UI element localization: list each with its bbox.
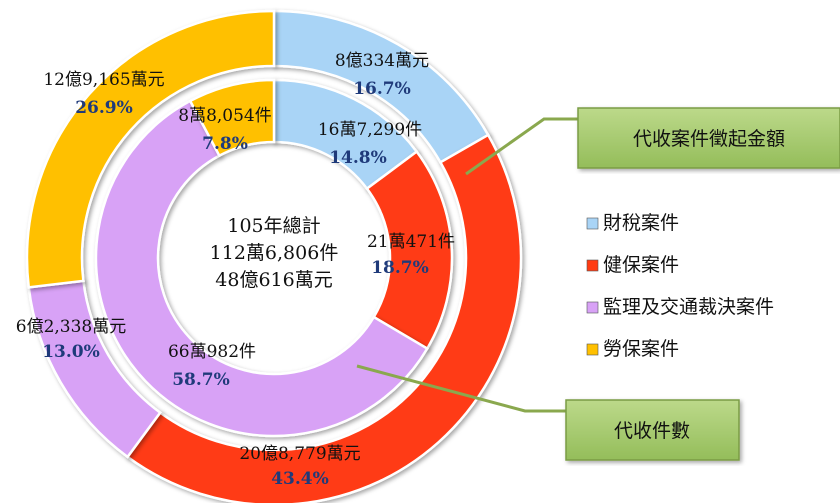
inner-slice-3 <box>94 99 429 438</box>
center-total-amount: 48億616萬元 <box>215 269 332 291</box>
legend-label-2: 健保案件 <box>603 254 679 276</box>
outer-slice-2-percent-label: 43.4% <box>271 469 329 489</box>
callout-line-amount <box>465 117 578 176</box>
outer-slice-2-value-label: 20億8,779萬元 <box>239 444 360 464</box>
inner-slice-2-value-label: 21萬471件 <box>367 232 455 252</box>
outer-slice-3-value-label: 6億2,338萬元 <box>16 317 126 337</box>
inner-slice-4-percent-label: 7.8% <box>202 134 248 154</box>
inner-slice-2-percent-label: 18.7% <box>371 258 429 278</box>
legend-swatch-4 <box>586 343 599 356</box>
inner-slice-4 <box>188 78 276 158</box>
callout-line-count <box>356 364 566 413</box>
legend-swatch-2 <box>586 259 599 272</box>
legend-label-3: 監理及交通裁決案件 <box>603 296 774 318</box>
inner-slice-1-value-label: 16萬7,299件 <box>318 120 422 140</box>
center-title: 105年總計 <box>227 215 320 237</box>
outer-slice-1-value-label: 8億334萬元 <box>335 51 429 71</box>
legend-label-4: 勞保案件 <box>603 338 679 360</box>
inner-slice-3-value-label: 66萬982件 <box>168 342 256 362</box>
legend-swatch-1 <box>586 217 599 230</box>
outer-slice-3-percent-label: 13.0% <box>42 342 100 362</box>
outer-slice-1-percent-label: 16.7% <box>353 79 411 99</box>
callout-box-count <box>565 399 740 461</box>
center-total-count: 112萬6,806件 <box>210 242 339 264</box>
slice-labels: 16萬7,299件 14.8% 21萬471件 18.7% 66萬982件 58.7% 8萬… <box>16 51 455 489</box>
callout-label-count: 代收件數 <box>614 420 690 442</box>
legend-label-1: 財稅案件 <box>603 212 679 234</box>
callout-box-amount <box>577 107 840 169</box>
callouts: 代收案件徵起金額 代收件數 <box>356 107 840 461</box>
outer-slice-4-value-label: 12億9,165萬元 <box>43 70 164 90</box>
outer-slice-2 <box>125 133 523 503</box>
inner-slice-1-percent-label: 14.8% <box>329 148 387 168</box>
legend-swatch-3 <box>586 301 599 314</box>
outer-slice-4 <box>25 9 276 289</box>
inner-slice-4-value-label: 8萬8,054件 <box>178 106 271 126</box>
inner-slice-3-percent-label: 58.7% <box>172 370 230 390</box>
center-summary: 105年總計 112萬6,806件 48億616萬元 <box>210 215 339 291</box>
callout-label-amount: 代收案件徵起金額 <box>633 128 785 150</box>
outer-slice-4-percent-label: 26.9% <box>75 98 133 118</box>
donut-rings <box>25 9 523 503</box>
